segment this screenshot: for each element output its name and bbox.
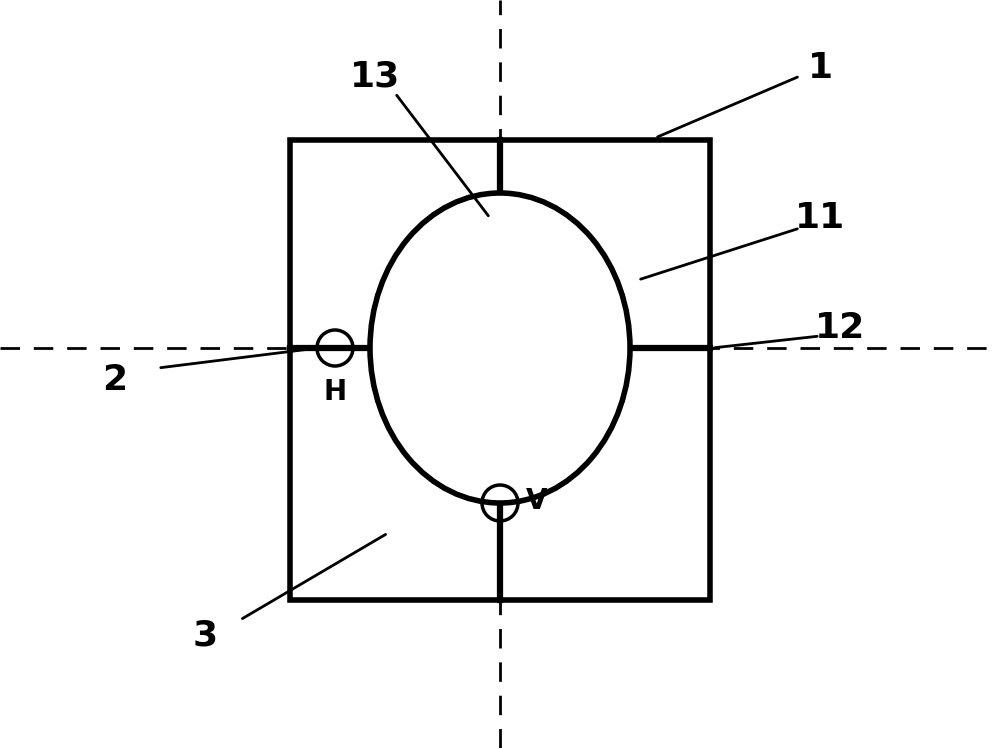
Ellipse shape (370, 193, 630, 503)
Bar (290, 140, 710, 600)
Text: 2: 2 (102, 363, 128, 397)
Text: 12: 12 (815, 311, 865, 345)
Text: H: H (323, 378, 347, 406)
Text: 11: 11 (795, 201, 845, 235)
Text: 3: 3 (192, 619, 218, 653)
Text: 1: 1 (807, 51, 833, 85)
Text: V: V (526, 487, 548, 515)
Text: 13: 13 (350, 59, 400, 93)
